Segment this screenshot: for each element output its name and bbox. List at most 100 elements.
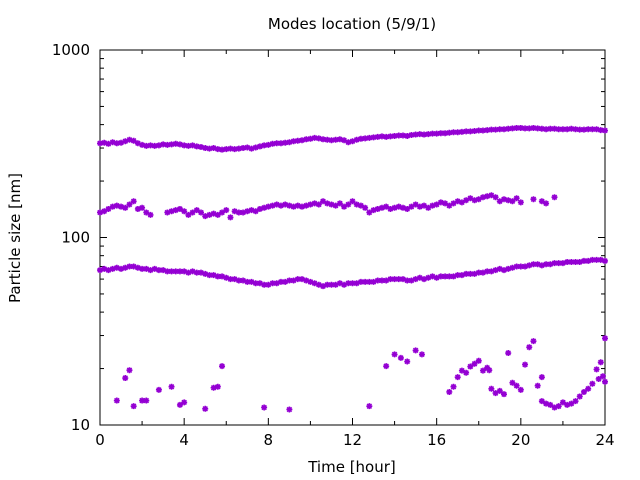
data-point — [370, 278, 377, 285]
y-tick-label: 1000 — [52, 41, 90, 59]
data-point — [155, 386, 162, 393]
data-point — [193, 207, 200, 214]
data-point — [366, 403, 373, 410]
data-point — [101, 139, 108, 146]
point-marker — [214, 273, 221, 280]
data-point — [387, 133, 394, 140]
point-marker — [454, 272, 461, 279]
point-marker — [559, 260, 566, 267]
point-marker — [164, 209, 171, 216]
point-marker — [261, 404, 268, 411]
point-marker — [501, 391, 507, 398]
point-marker — [526, 262, 533, 269]
data-point — [168, 141, 175, 148]
point-marker — [341, 203, 348, 210]
data-point — [261, 204, 268, 211]
chart-title: Modes location (5/9/1) — [268, 15, 436, 33]
data-point — [210, 272, 217, 279]
point-marker — [513, 124, 520, 131]
data-point — [282, 139, 289, 146]
data-point — [370, 134, 377, 141]
point-marker — [155, 267, 162, 274]
point-marker — [101, 265, 108, 272]
point-marker — [320, 198, 327, 205]
point-marker — [467, 128, 474, 135]
point-marker — [416, 203, 423, 210]
point-marker — [538, 398, 545, 405]
data-point — [227, 145, 234, 152]
data-point — [286, 139, 293, 146]
data-point — [463, 128, 470, 135]
data-point — [404, 205, 411, 212]
data-point — [256, 205, 263, 212]
data-point — [227, 214, 234, 221]
data-point — [235, 277, 242, 284]
data-point — [593, 126, 600, 133]
data-point — [311, 200, 318, 207]
data-point — [471, 360, 478, 367]
data-point — [479, 194, 486, 201]
data-point — [193, 143, 200, 150]
data-point — [151, 142, 158, 149]
point-marker — [332, 202, 339, 209]
point-marker — [320, 283, 327, 290]
data-point — [412, 201, 419, 208]
y-axis: 10 100 1000 — [52, 41, 605, 434]
data-point — [597, 256, 604, 263]
point-marker — [602, 378, 608, 385]
data-point — [576, 393, 583, 400]
point-marker — [559, 126, 566, 133]
point-marker — [454, 198, 461, 205]
point-marker — [568, 125, 575, 132]
data-point — [320, 136, 327, 143]
data-point — [433, 130, 440, 137]
data-point — [467, 270, 474, 277]
point-marker — [324, 200, 331, 207]
data-point — [408, 203, 415, 210]
data-point — [307, 201, 314, 208]
point-marker — [378, 133, 385, 140]
point-marker — [400, 204, 406, 211]
data-point — [252, 280, 259, 287]
point-marker — [244, 208, 251, 215]
point-marker — [437, 130, 444, 137]
point-marker — [168, 141, 175, 148]
point-marker — [248, 145, 255, 152]
data-point — [585, 257, 592, 264]
point-marker — [349, 280, 356, 287]
data-point — [261, 142, 268, 149]
data-point — [336, 200, 343, 207]
point-marker — [122, 375, 129, 382]
point-marker — [458, 199, 465, 206]
data-point — [118, 139, 125, 146]
data-point — [471, 197, 478, 204]
data-point — [505, 265, 512, 272]
data-point — [429, 202, 436, 209]
point-marker — [147, 267, 154, 274]
x-tick-label: 0 — [95, 431, 105, 449]
data-point — [538, 262, 545, 269]
data-point — [126, 263, 133, 270]
data-point — [526, 344, 533, 351]
point-marker — [580, 257, 587, 264]
data-point — [551, 260, 558, 267]
data-point — [130, 263, 137, 270]
point-marker — [181, 142, 188, 149]
data-point — [324, 200, 331, 207]
point-marker — [202, 213, 209, 220]
point-marker — [543, 261, 550, 268]
point-marker — [551, 404, 558, 411]
data-point — [538, 398, 545, 405]
data-point — [198, 269, 204, 276]
data-point — [463, 270, 470, 277]
point-marker — [349, 138, 356, 145]
point-marker — [294, 137, 301, 144]
point-marker — [543, 126, 550, 133]
point-marker — [290, 277, 297, 284]
point-marker — [391, 351, 398, 358]
data-point — [265, 281, 272, 288]
data-point — [555, 126, 562, 133]
point-marker — [315, 135, 322, 142]
data-point — [147, 211, 154, 218]
point-marker — [189, 268, 196, 275]
